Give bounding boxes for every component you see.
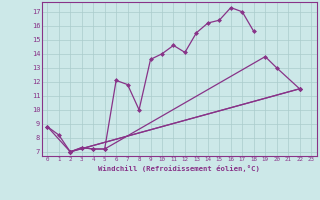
X-axis label: Windchill (Refroidissement éolien,°C): Windchill (Refroidissement éolien,°C) [98,165,260,172]
